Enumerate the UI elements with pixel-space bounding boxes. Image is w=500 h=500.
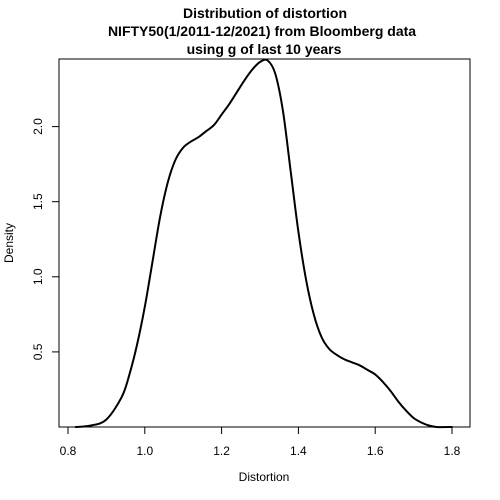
y-axis-label: Density [2,223,16,263]
x-tick-label: 1.4 [290,444,307,458]
y-tick-label: 1.0 [31,268,45,285]
chart-title-line-2: NIFTY50(1/2011-12/2021) from Bloomberg d… [108,23,416,39]
x-tick-label: 1.6 [367,444,384,458]
chart-title-line-3: using g of last 10 years [187,41,342,57]
x-tick-label: 1.8 [444,444,461,458]
x-axis-label: Distortion [239,470,290,484]
x-tick-label: 1.2 [213,444,230,458]
chart-title-line-1: Distribution of distortion [183,5,347,21]
x-tick-label: 0.8 [60,444,77,458]
x-tick-label: 1.0 [136,444,153,458]
y-tick-label: 1.5 [31,193,45,210]
density-line [74,58,453,429]
y-axis: 0.5 1.0 1.5 2.0 [31,118,60,360]
x-axis: 0.8 1.0 1.2 1.4 1.6 1.8 [60,426,461,458]
y-tick-label: 0.5 [31,343,45,360]
y-tick-label: 2.0 [31,118,45,135]
plot-frame [58,58,471,428]
